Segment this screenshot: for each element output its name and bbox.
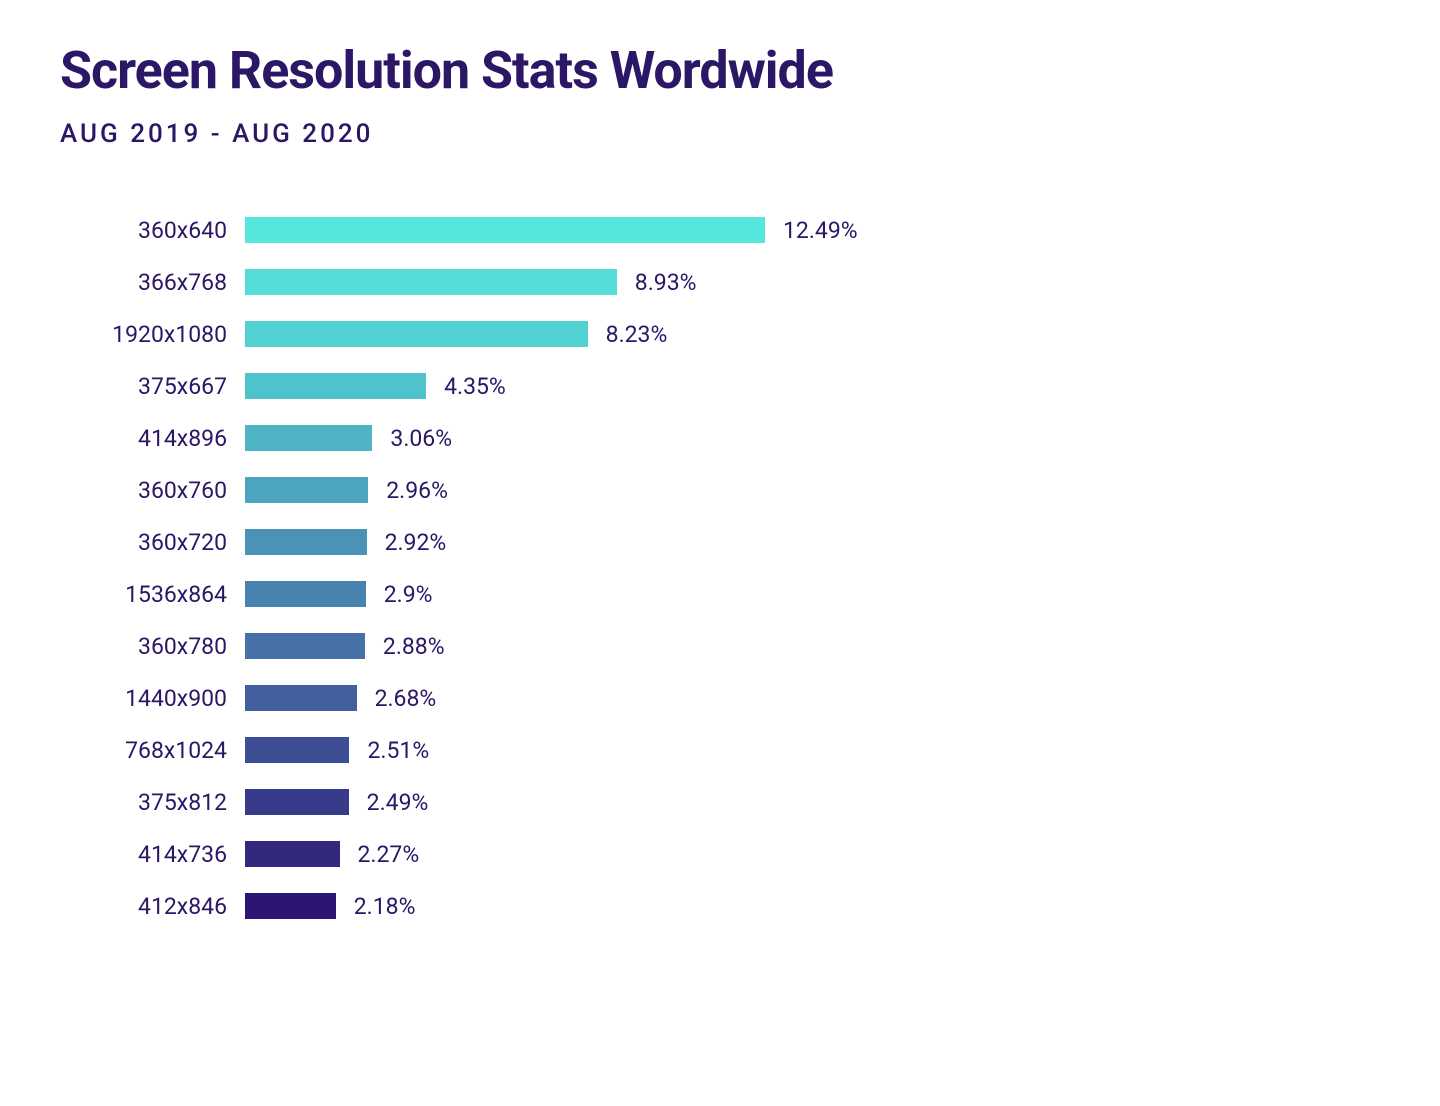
bar xyxy=(245,633,365,659)
bar-wrap: 2.27% xyxy=(245,841,1380,868)
bar-row: 375x667 4.35% xyxy=(60,360,1380,412)
bar-label: 1440x900 xyxy=(60,685,245,712)
bar-row: 360x640 12.49% xyxy=(60,204,1380,256)
bar xyxy=(245,685,357,711)
bar-value: 2.18% xyxy=(336,893,416,920)
bar-wrap: 2.88% xyxy=(245,633,1380,660)
bar-value: 2.51% xyxy=(349,737,429,764)
bar xyxy=(245,425,372,451)
bar xyxy=(245,217,765,243)
bar-row: 360x720 2.92% xyxy=(60,516,1380,568)
bar-row: 1440x900 2.68% xyxy=(60,672,1380,724)
bar-value: 2.88% xyxy=(365,633,445,660)
bar-wrap: 12.49% xyxy=(245,217,1380,244)
bar-value: 2.92% xyxy=(367,529,447,556)
bar-value: 3.06% xyxy=(372,425,452,452)
bar-row: 768x1024 2.51% xyxy=(60,724,1380,776)
bar-label: 768x1024 xyxy=(60,737,245,764)
bar-wrap: 8.93% xyxy=(245,269,1380,296)
bar-wrap: 3.06% xyxy=(245,425,1380,452)
bar-value: 2.27% xyxy=(340,841,420,868)
bar-row: 1536x864 2.9% xyxy=(60,568,1380,620)
bar-label: 1920x1080 xyxy=(60,321,245,348)
bar-label: 375x812 xyxy=(60,789,245,816)
bar xyxy=(245,841,340,867)
bar-label: 360x780 xyxy=(60,633,245,660)
bar-wrap: 2.68% xyxy=(245,685,1380,712)
bar-label: 414x896 xyxy=(60,425,245,452)
bar-value: 2.96% xyxy=(368,477,448,504)
bar-value: 4.35% xyxy=(426,373,506,400)
bar xyxy=(245,529,367,555)
bar-value: 8.23% xyxy=(588,321,668,348)
bar-label: 366x768 xyxy=(60,269,245,296)
bar-row: 366x768 8.93% xyxy=(60,256,1380,308)
bar-value: 2.9% xyxy=(366,581,433,608)
bar-label: 360x720 xyxy=(60,529,245,556)
bar-chart: 360x640 12.49% 366x768 8.93% 1920x1080 8.23% 3… xyxy=(60,204,1380,932)
bar-label: 360x760 xyxy=(60,477,245,504)
bar-row: 375x812 2.49% xyxy=(60,776,1380,828)
bar-label: 360x640 xyxy=(60,217,245,244)
bar-label: 1536x864 xyxy=(60,581,245,608)
bar-wrap: 2.9% xyxy=(245,581,1380,608)
bar xyxy=(245,581,366,607)
bar-wrap: 2.18% xyxy=(245,893,1380,920)
bar-value: 8.93% xyxy=(617,269,697,296)
bar-value: 2.68% xyxy=(357,685,437,712)
bar xyxy=(245,477,368,503)
bar-row: 414x896 3.06% xyxy=(60,412,1380,464)
bar-wrap: 2.92% xyxy=(245,529,1380,556)
bar-wrap: 2.51% xyxy=(245,737,1380,764)
chart-subtitle: AUG 2019 - AUG 2020 xyxy=(60,119,1380,149)
bar-value: 2.49% xyxy=(349,789,429,816)
bar xyxy=(245,321,588,347)
chart-title: Screen Resolution Stats Wordwide xyxy=(60,40,1380,101)
bar xyxy=(245,373,426,399)
bar xyxy=(245,269,617,295)
bar-row: 360x760 2.96% xyxy=(60,464,1380,516)
bar-row: 360x780 2.88% xyxy=(60,620,1380,672)
bar-wrap: 8.23% xyxy=(245,321,1380,348)
bar-value: 12.49% xyxy=(765,217,858,244)
bar-label: 414x736 xyxy=(60,841,245,868)
bar-label: 375x667 xyxy=(60,373,245,400)
bar xyxy=(245,789,349,815)
bar xyxy=(245,737,349,763)
bar-label: 412x846 xyxy=(60,893,245,920)
bar xyxy=(245,893,336,919)
bar-row: 1920x1080 8.23% xyxy=(60,308,1380,360)
bar-row: 412x846 2.18% xyxy=(60,880,1380,932)
bar-row: 414x736 2.27% xyxy=(60,828,1380,880)
bar-wrap: 4.35% xyxy=(245,373,1380,400)
bar-wrap: 2.96% xyxy=(245,477,1380,504)
bar-wrap: 2.49% xyxy=(245,789,1380,816)
